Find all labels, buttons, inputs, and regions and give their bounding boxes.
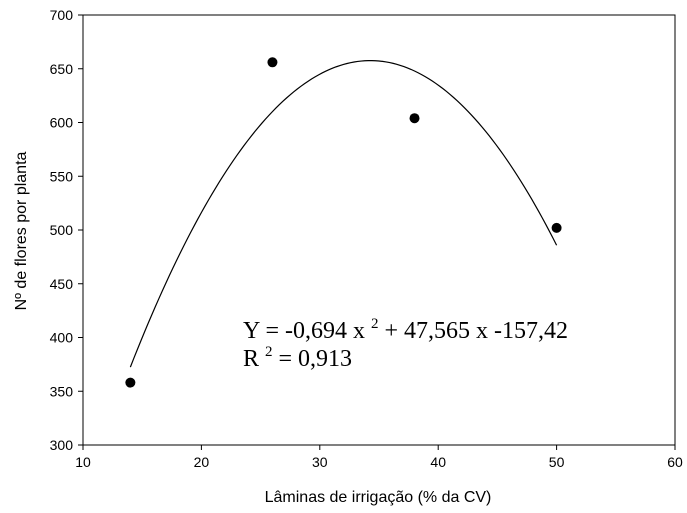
data-point: [125, 377, 136, 388]
r-squared-value: = 0,913: [279, 346, 353, 372]
data-point: [267, 57, 278, 68]
r-squared-r: R: [243, 346, 259, 372]
data-point: [409, 113, 420, 124]
r-squared-label: R 2 = 0,913: [243, 336, 352, 372]
x-tick-label: 10: [75, 454, 91, 470]
x-tick-label: 60: [667, 454, 683, 470]
y-tick-label: 500: [50, 222, 74, 238]
equation-rest: + 47,565 x -157,42: [384, 318, 568, 344]
y-tick-label: 550: [50, 168, 74, 184]
x-tick-label: 50: [549, 454, 565, 470]
plot-frame: [82, 14, 676, 446]
regression-equation: Y = -0,694 x 2 + 47,565 x -157,42: [243, 308, 568, 344]
data-point: [551, 222, 562, 233]
y-tick-label: 300: [50, 437, 74, 453]
x-tick-label: 20: [194, 454, 210, 470]
y-tick-label: 600: [50, 115, 74, 131]
y-tick-label: 450: [50, 276, 74, 292]
x-tick-label: 40: [430, 454, 446, 470]
fit-curve: [129, 60, 558, 368]
r-squared-sup: 2: [265, 344, 273, 360]
y-tick-label: 400: [50, 330, 74, 346]
y-tick-label: 700: [50, 7, 74, 23]
x-tick-label: 30: [312, 454, 328, 470]
equation-x-sup: 2: [371, 316, 379, 332]
y-tick-label: 350: [50, 383, 74, 399]
y-axis-title: Nº de flores por planta: [13, 151, 30, 310]
equation-y-part: Y = -0,694 x: [243, 318, 365, 344]
y-tick-label: 650: [50, 61, 74, 77]
x-axis-title: Lâminas de irrigação (% da CV): [265, 489, 492, 506]
plot-area: 10 20 30 40 50 60 300 350 400 450 500 550 600 650 700: [50, 7, 683, 470]
